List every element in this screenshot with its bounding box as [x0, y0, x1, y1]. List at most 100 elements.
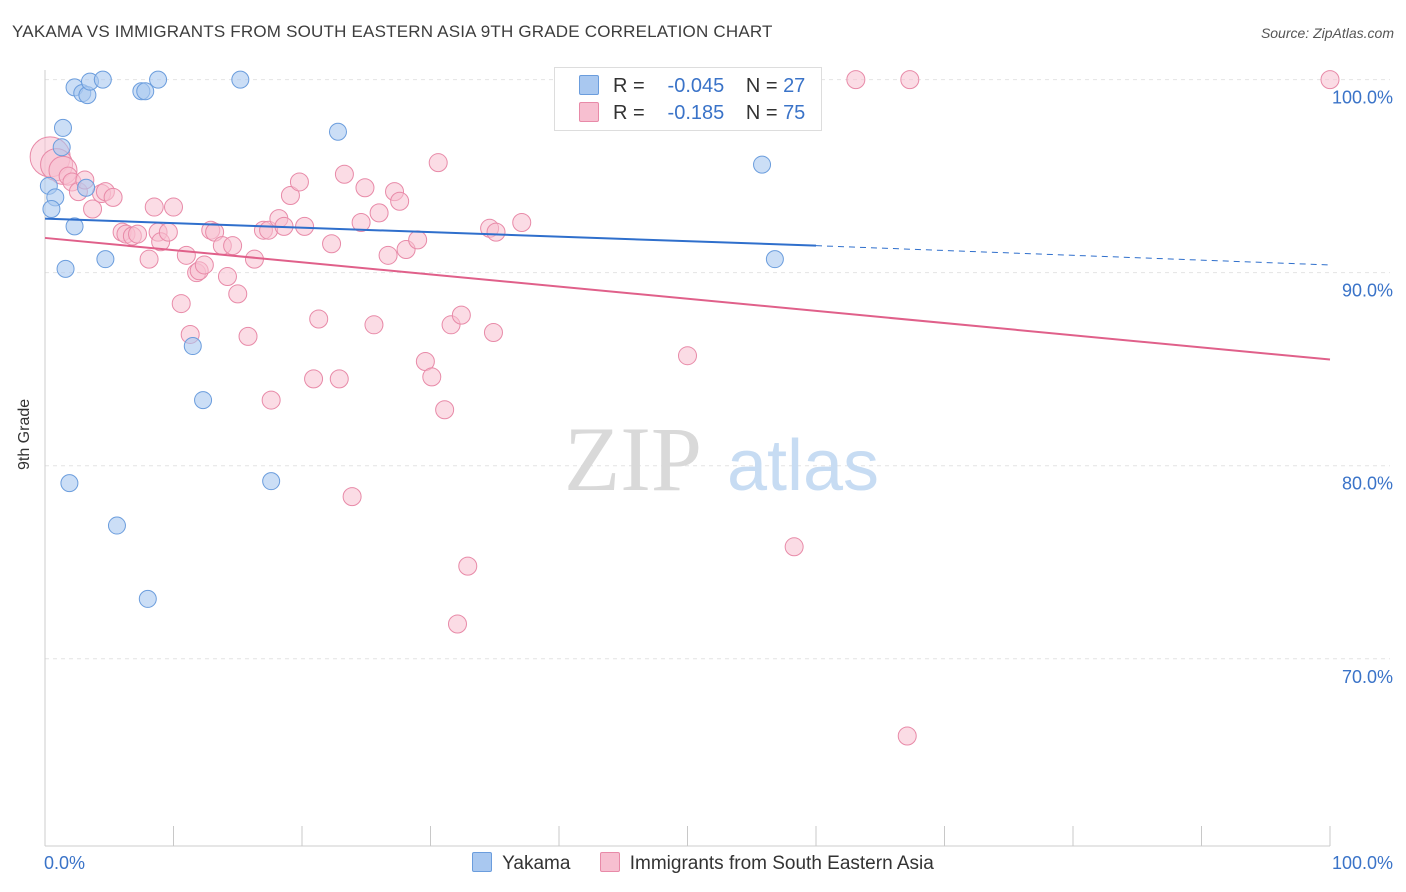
y-tick-label: 80.0%: [1342, 474, 1393, 494]
data-point-immigrants: [512, 212, 532, 232]
data-point-yakama: [231, 70, 250, 89]
data-point-immigrants: [486, 222, 506, 242]
data-point-immigrants: [128, 224, 148, 244]
data-point-immigrants: [304, 369, 324, 389]
tick-labels: 70.0% 80.0% 90.0% 100.0% 0.0% 100.0%: [44, 88, 1393, 873]
legend-label-immigrants: Immigrants from South Eastern Asia: [629, 853, 934, 874]
data-point-yakama: [60, 474, 79, 493]
data-point-immigrants: [422, 367, 442, 387]
trend-line-yakama: [44, 217, 817, 247]
data-point-immigrants: [428, 153, 448, 173]
y-axis-title: 9th Grade: [16, 398, 33, 470]
data-point-yakama: [262, 472, 281, 491]
data-point-yakama: [183, 337, 202, 356]
legend-item-yakama[interactable]: Yakama: [472, 852, 570, 875]
stats-row-immigrants: R = -0.185 N = 75: [579, 100, 805, 126]
data-point-immigrants: [678, 346, 697, 366]
data-point-yakama: [107, 516, 126, 535]
legend-item-immigrants[interactable]: Immigrants from South Eastern Asia: [599, 852, 934, 875]
data-point-immigrants: [334, 164, 354, 184]
data-point-immigrants: [289, 172, 309, 192]
immigrants-r-label: R =: [613, 102, 645, 124]
data-point-immigrants: [83, 199, 103, 219]
data-point-immigrants: [139, 249, 159, 269]
data-point-immigrants: [364, 315, 384, 335]
data-point-immigrants: [342, 487, 362, 507]
data-point-immigrants: [223, 236, 243, 256]
data-point-yakama: [93, 70, 112, 89]
data-point-immigrants: [144, 197, 164, 217]
data-point-immigrants: [1320, 70, 1340, 90]
grid: [45, 79, 1390, 660]
yakama-points: [39, 70, 784, 608]
trend-line-yakama-extrapolated: [815, 245, 1331, 266]
data-point-yakama: [56, 259, 75, 278]
data-point-immigrants: [897, 726, 917, 746]
data-point-immigrants: [171, 294, 191, 314]
data-point-immigrants: [164, 197, 183, 217]
stats-box: R = -0.045 N = 27 R = -0.185 N = 75: [554, 67, 822, 131]
data-point-immigrants: [238, 326, 258, 346]
data-point-yakama: [753, 155, 772, 174]
data-point-immigrants: [408, 230, 428, 250]
legend-swatch-yakama: [472, 852, 493, 872]
data-point-immigrants: [369, 203, 389, 223]
data-point-immigrants: [261, 390, 281, 410]
chart-title: YAKAMA VS IMMIGRANTS FROM SOUTH EASTERN …: [12, 22, 773, 41]
data-point-yakama: [765, 250, 784, 269]
data-point-immigrants: [329, 369, 349, 389]
data-point-immigrants: [378, 245, 398, 265]
data-point-immigrants: [351, 212, 371, 232]
data-point-immigrants: [103, 187, 123, 207]
legend-swatch-immigrants: [599, 852, 620, 872]
data-point-immigrants: [846, 70, 866, 90]
watermark-atlas: atlas: [727, 426, 879, 506]
y-tick-label: 100.0%: [1332, 88, 1393, 108]
data-point-yakama: [77, 178, 96, 197]
data-point-immigrants: [176, 245, 196, 265]
data-point-immigrants: [217, 267, 237, 287]
data-point-yakama: [96, 250, 115, 269]
data-point-yakama: [138, 589, 157, 608]
data-point-immigrants: [309, 309, 329, 329]
data-point-immigrants: [158, 222, 178, 242]
data-point-immigrants: [784, 537, 804, 557]
x-tick-label: 0.0%: [44, 853, 85, 873]
data-point-immigrants: [280, 185, 300, 205]
legend: Yakama Immigrants from South Eastern Asi…: [0, 852, 1406, 878]
trend-line-immigrants: [44, 236, 1331, 361]
yakama-r-label: R =: [613, 75, 645, 97]
immigrants-points: [29, 70, 1340, 746]
data-point-immigrants: [194, 255, 214, 275]
x-tick-label: 100.0%: [1332, 853, 1393, 873]
watermark-zip: ZIP: [564, 408, 702, 510]
data-point-yakama: [52, 138, 71, 157]
data-point-immigrants: [447, 614, 467, 634]
data-point-yakama: [328, 122, 347, 141]
data-point-immigrants: [458, 556, 478, 576]
trend-lines: [44, 217, 1331, 361]
data-point-yakama: [65, 217, 84, 236]
data-point-yakama: [42, 199, 61, 218]
watermark: ZIP atlas: [564, 408, 879, 510]
data-point-yakama: [136, 82, 155, 101]
yakama-r-value: -0.045: [667, 75, 725, 97]
y-tick-label: 90.0%: [1342, 281, 1393, 301]
yakama-n-value: 27: [783, 75, 806, 97]
data-point-immigrants: [322, 234, 342, 254]
data-point-yakama: [149, 70, 168, 89]
legend-label-yakama: Yakama: [502, 853, 571, 874]
chart-source: Source: ZipAtlas.com: [1260, 25, 1394, 41]
immigrants-n-value: 75: [783, 102, 806, 124]
immigrants-r-value: -0.185: [667, 102, 725, 124]
data-point-yakama: [53, 118, 72, 137]
stats-row-yakama: R = -0.045 N = 27: [579, 73, 805, 99]
data-point-immigrants: [451, 305, 471, 325]
axes: [44, 70, 1331, 847]
data-point-immigrants: [228, 284, 248, 304]
data-point-immigrants: [483, 323, 503, 343]
data-point-immigrants: [295, 216, 315, 236]
immigrants-swatch: [579, 102, 599, 122]
data-point-immigrants: [435, 400, 455, 420]
y-tick-label: 70.0%: [1342, 667, 1393, 687]
